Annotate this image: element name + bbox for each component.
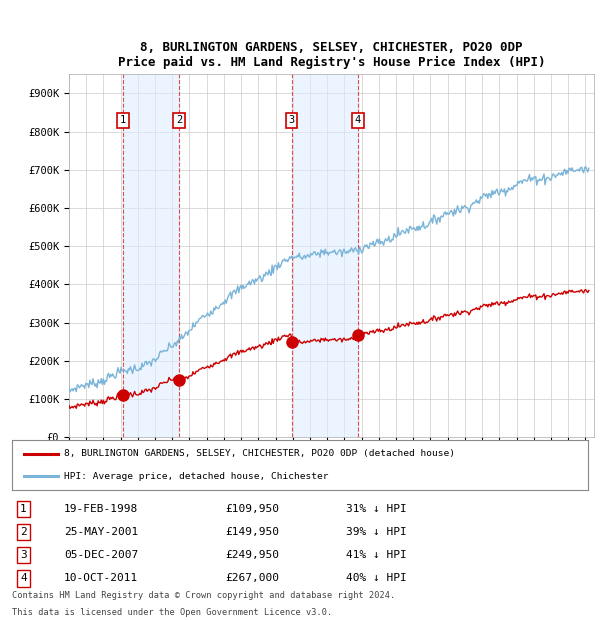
Text: 3: 3 <box>289 115 295 125</box>
Text: 31% ↓ HPI: 31% ↓ HPI <box>346 503 407 514</box>
Text: £267,000: £267,000 <box>225 574 279 583</box>
Title: 8, BURLINGTON GARDENS, SELSEY, CHICHESTER, PO20 0DP
Price paid vs. HM Land Regis: 8, BURLINGTON GARDENS, SELSEY, CHICHESTE… <box>118 41 545 69</box>
Text: This data is licensed under the Open Government Licence v3.0.: This data is licensed under the Open Gov… <box>12 608 332 617</box>
Text: Contains HM Land Registry data © Crown copyright and database right 2024.: Contains HM Land Registry data © Crown c… <box>12 591 395 600</box>
Text: HPI: Average price, detached house, Chichester: HPI: Average price, detached house, Chic… <box>64 472 328 481</box>
Bar <box>123 74 179 437</box>
Text: 8, BURLINGTON GARDENS, SELSEY, CHICHESTER, PO20 0DP (detached house): 8, BURLINGTON GARDENS, SELSEY, CHICHESTE… <box>64 449 455 458</box>
Text: £149,950: £149,950 <box>225 527 279 537</box>
Bar <box>292 74 358 437</box>
Text: £249,950: £249,950 <box>225 550 279 560</box>
Text: 1: 1 <box>20 503 27 514</box>
Text: 2: 2 <box>20 527 27 537</box>
Text: 2: 2 <box>176 115 182 125</box>
Text: 05-DEC-2007: 05-DEC-2007 <box>64 550 138 560</box>
Text: 4: 4 <box>20 574 27 583</box>
Text: 41% ↓ HPI: 41% ↓ HPI <box>346 550 407 560</box>
Text: 4: 4 <box>355 115 361 125</box>
Text: 40% ↓ HPI: 40% ↓ HPI <box>346 574 407 583</box>
Text: 39% ↓ HPI: 39% ↓ HPI <box>346 527 407 537</box>
Text: 10-OCT-2011: 10-OCT-2011 <box>64 574 138 583</box>
Text: 25-MAY-2001: 25-MAY-2001 <box>64 527 138 537</box>
Text: £109,950: £109,950 <box>225 503 279 514</box>
Text: 3: 3 <box>20 550 27 560</box>
Text: 1: 1 <box>120 115 126 125</box>
Text: 19-FEB-1998: 19-FEB-1998 <box>64 503 138 514</box>
